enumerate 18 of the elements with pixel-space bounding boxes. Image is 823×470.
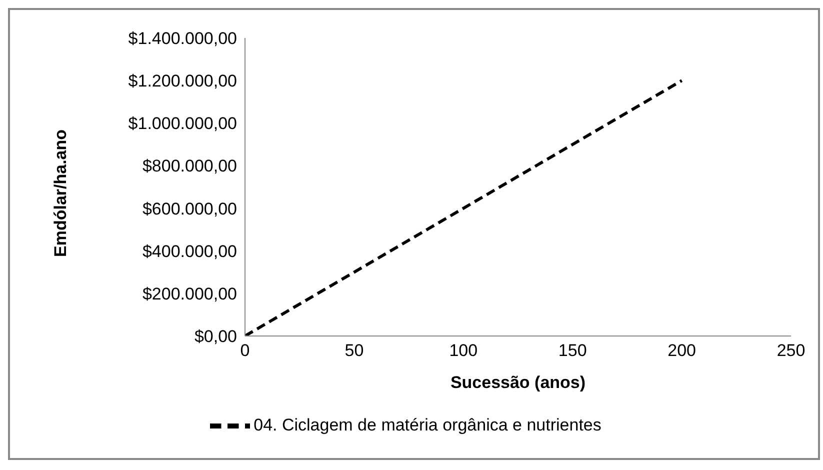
y-tick-label: $200.000,00 bbox=[142, 284, 237, 304]
x-tick-label: 150 bbox=[558, 341, 587, 360]
x-tick-label: 200 bbox=[668, 341, 696, 360]
y-tick-label: $0,00 bbox=[194, 327, 237, 346]
legend-label: 04. Ciclagem de matéria orgânica e nutrientes bbox=[254, 415, 602, 434]
x-tick-label: 50 bbox=[344, 341, 364, 360]
y-tick-label: $1.400.000,00 bbox=[128, 29, 237, 48]
y-tick-label: $1.000.000,00 bbox=[128, 114, 237, 134]
y-axis-title: Emdólar/ha.ano bbox=[51, 129, 70, 257]
x-tick-label: 0 bbox=[240, 341, 250, 360]
y-tick-label: $400.000,00 bbox=[142, 242, 237, 261]
y-tick-label: $1.200.000,00 bbox=[128, 72, 237, 91]
x-tick-label: 100 bbox=[449, 341, 478, 360]
y-tick-label: $800.000,00 bbox=[142, 156, 237, 176]
line-series bbox=[245, 79, 684, 336]
x-axis-title: Sucessão (anos) bbox=[450, 373, 586, 392]
y-tick-label: $600.000,00 bbox=[142, 199, 237, 218]
x-tick-label: 250 bbox=[776, 341, 806, 360]
